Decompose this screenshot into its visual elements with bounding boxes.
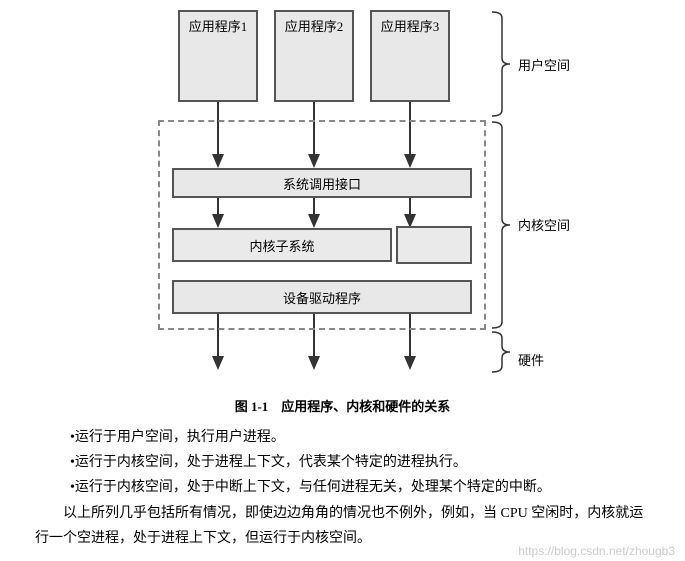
driver-box: 设备驱动程序 bbox=[172, 280, 472, 314]
bullet-list: •运行于用户空间，执行用户进程。•运行于内核空间，处于进程上下文，代表某个特定的… bbox=[10, 425, 675, 501]
kernel-subsystem-label: 内核子系统 bbox=[249, 236, 314, 255]
app-box-2: 应用程序2 bbox=[274, 10, 354, 102]
region-label-1: 内核空间 bbox=[518, 215, 570, 234]
app-box-3: 应用程序3 bbox=[370, 10, 450, 102]
kernel-subsystem-box: 内核子系统 bbox=[172, 228, 392, 262]
region-label-0: 用户空间 bbox=[518, 55, 570, 74]
region-label-2: 硬件 bbox=[518, 350, 544, 369]
syscall-label: 系统调用接口 bbox=[283, 174, 361, 193]
bullet-item: •运行于内核空间，处于中断上下文，与任何进程无关，处理某个特定的中断。 bbox=[70, 475, 650, 500]
bullet-item: •运行于用户空间，执行用户进程。 bbox=[70, 425, 650, 450]
app-label: 应用程序1 bbox=[189, 16, 248, 35]
syscall-box: 系统调用接口 bbox=[172, 168, 472, 198]
kernel-side-box bbox=[396, 226, 472, 264]
watermark: https://blog.csdn.net/zhougb3 bbox=[518, 544, 675, 558]
bullet-item: •运行于内核空间，处于进程上下文，代表某个特定的进程执行。 bbox=[70, 450, 650, 475]
app-box-1: 应用程序1 bbox=[178, 10, 258, 102]
driver-label: 设备驱动程序 bbox=[283, 288, 361, 307]
app-label: 应用程序2 bbox=[285, 16, 344, 35]
diagram: 应用程序1 应用程序2 应用程序3 系统调用接口 内核子系统 设备驱动程序 用户空间… bbox=[30, 10, 650, 390]
figure-caption: 图 1-1 应用程序、内核和硬件的关系 bbox=[10, 396, 675, 415]
app-label: 应用程序3 bbox=[381, 16, 440, 35]
